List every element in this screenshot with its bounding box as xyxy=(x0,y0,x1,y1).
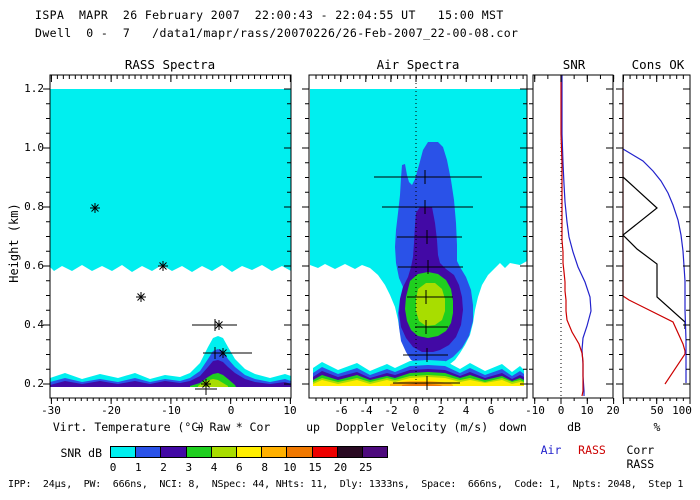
colorbar xyxy=(110,446,388,458)
colorbar-segment xyxy=(262,447,288,457)
x-axis-label-cons: % xyxy=(653,420,661,434)
x-tick-label: -4 xyxy=(359,404,373,417)
y-tick-label: 1.2 xyxy=(24,82,44,95)
x-tick-label: 0 xyxy=(227,404,235,417)
cor-marker-legend: * Cor xyxy=(235,420,271,434)
x-tick-label: -20 xyxy=(101,404,121,417)
colorbar-tick-label: 1 xyxy=(134,461,142,474)
x-tick-label: 10 xyxy=(580,404,594,417)
colorbar-tick-label: 4 xyxy=(210,461,218,474)
up-direction-label: up xyxy=(306,420,320,434)
x-tick-label: -2 xyxy=(384,404,398,417)
down-direction-label: down xyxy=(499,420,527,434)
x-tick-label: -10 xyxy=(161,404,181,417)
x-tick-label: 6 xyxy=(487,404,495,417)
legend-item: Corr RASS xyxy=(626,443,655,471)
x-axis-label-snr: dB xyxy=(567,420,581,434)
y-tick-label: 0.2 xyxy=(24,377,44,390)
colorbar-tick-label: 8 xyxy=(261,461,268,474)
radar-parameters-footer: IPP: 24μs, PW: 666ns, NCI: 8, NSpec: 44,… xyxy=(8,479,684,490)
colorbar-segment xyxy=(211,447,237,457)
header-line-1: ISPA MAPR 26 February 2007 22:00:43 - 22… xyxy=(35,8,504,22)
x-tick-label: 2 xyxy=(437,404,445,417)
x-tick-label: 50 xyxy=(650,404,664,417)
y-tick-label: 0.4 xyxy=(24,318,44,331)
y-tick-label: 1.0 xyxy=(24,141,44,154)
colorbar-tick-label: 0 xyxy=(109,461,117,474)
colorbar-segment xyxy=(362,447,388,457)
x-axis-label-rass: Virt. Temperature (°C) xyxy=(52,420,206,434)
colorbar-tick-label: 2 xyxy=(160,461,167,474)
x-tick-label: -30 xyxy=(41,404,61,417)
colorbar-segment xyxy=(186,447,212,457)
legend-item: Air xyxy=(540,443,562,457)
x-axis-label-air: Doppler Velocity (m/s) xyxy=(335,420,489,434)
x-tick-label: -6 xyxy=(334,404,348,417)
colorbar-tick-label: 10 xyxy=(283,461,297,474)
colorbar-segment xyxy=(161,447,187,457)
colorbar-label: SNR dB xyxy=(60,446,102,460)
y-tick-label: 0.6 xyxy=(24,259,44,272)
colorbar-segment xyxy=(337,447,363,457)
panel-title-snr: SNR xyxy=(562,57,586,72)
x-tick-label: 10 xyxy=(283,404,297,417)
x-tick-label: 4 xyxy=(462,404,470,417)
colorbar-tick-label: 20 xyxy=(333,461,348,474)
colorbar-segment xyxy=(312,447,338,457)
x-tick-label: 0 xyxy=(412,404,420,417)
legend-item: RASS xyxy=(578,443,606,457)
colorbar-tick-label: 25 xyxy=(359,461,373,474)
colorbar-segment xyxy=(236,447,263,457)
raw-marker-legend: + Raw xyxy=(195,420,231,434)
colorbar-segment xyxy=(287,447,313,457)
colorbar-segment xyxy=(136,447,162,457)
x-tick-label: 100 xyxy=(672,404,692,417)
colorbar-tick-label: 15 xyxy=(308,461,322,474)
y-tick-label: 0.8 xyxy=(24,200,44,213)
colorbar-segment xyxy=(111,447,137,457)
x-tick-label: 20 xyxy=(606,404,620,417)
colorbar-tick-label: 6 xyxy=(236,461,243,474)
panel-title-cons: Cons OK xyxy=(631,57,685,72)
header-line-2: Dwell 0 - 7 /data1/mapr/rass/20070226/26… xyxy=(35,26,519,40)
x-tick-label: -10 xyxy=(525,404,545,417)
x-tick-label: 0 xyxy=(557,404,565,417)
colorbar-tick-label: 3 xyxy=(185,461,193,474)
panel-title-rass: RASS Spectra xyxy=(124,57,216,72)
panel-title-air: Air Spectra xyxy=(376,57,460,72)
